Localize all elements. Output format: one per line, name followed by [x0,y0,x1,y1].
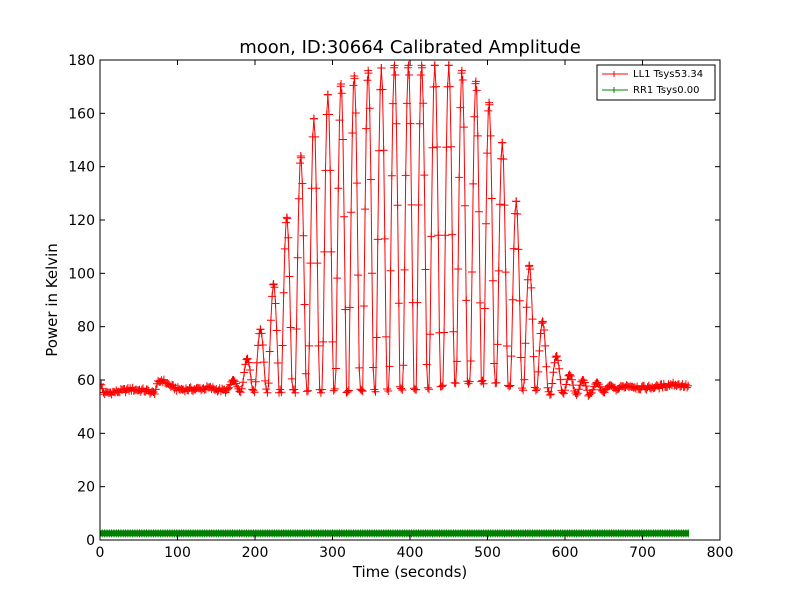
ll1-peak-point [498,138,507,147]
y-tick-label: 0 [86,533,95,549]
ll1-peak-point [538,317,547,326]
ll1-peak-point [552,352,561,360]
legend-marker-rr1 [611,87,617,93]
rr1-line [100,530,689,537]
x-tick-label: 800 [707,545,734,561]
ll1-peak-point [444,61,453,70]
y-tick-label: 140 [68,160,95,176]
ll1-peak-point [417,61,426,70]
ll1-peak-point [390,61,399,70]
legend-box [596,64,716,101]
ll1-peak-point [243,354,252,363]
y-tick-label: 20 [77,480,95,496]
ll1-peak-point [256,325,265,334]
y-tick-label: 40 [77,426,95,442]
rr1-markers [100,529,689,538]
ll1-peak-point [471,77,480,86]
ll1-peak-point [592,378,601,387]
legend-marker-ll1 [611,71,617,77]
x-tick-label: 100 [164,545,191,561]
plot-frame [99,59,721,541]
ll1-peak-point [457,66,466,75]
chart-title: moon, ID:30664 Calibrated Amplitude [239,37,581,58]
ll1-peak-point [430,61,439,70]
x-tick-label: 400 [397,545,424,561]
y-axis-label: Power in Kelvin [43,243,61,357]
axis-ticks [99,59,721,541]
ll1-peak-point [350,72,359,80]
x-tick-label: 300 [319,545,346,561]
legend-label-ll1: LL1 Tsys53.34 [633,69,703,80]
ll1-markers [100,61,693,400]
ll1-peak-point [282,213,291,222]
x-tick-labels: 0 100 200 300 400 500 600 700 800 [96,545,734,561]
ll1-peak-point [605,381,614,390]
ll1-peak-point [296,152,305,160]
ll1-peak-point [525,261,534,270]
ll1-peak-point [269,280,278,288]
ll1-peak-point [229,376,238,384]
ll1-peak-point [485,98,494,107]
ll1-peak-point [309,114,318,123]
y-tick-label: 120 [68,213,95,229]
x-tick-label: 700 [629,545,656,561]
y-tick-label: 160 [68,106,95,122]
ll1-line [100,65,689,398]
y-tick-label: 100 [68,266,95,282]
ll1-peak-point [578,376,587,384]
y-tick-labels: 0 20 40 60 80 100 120 140 160 180 [68,53,95,549]
ll1-peak-point [404,61,413,70]
ll1-peak-point [323,90,332,99]
y-tick-label: 180 [68,53,95,69]
x-tick-label: 600 [552,545,579,561]
legend: LL1 Tsys53.34 RR1 Tsys0.00 [596,64,716,101]
ll1-peak-point [512,197,521,206]
ll1-peak-point [377,64,386,72]
legend-entry-rr1: RR1 Tsys0.00 [602,85,700,96]
x-tick-label: 0 [96,545,105,561]
x-tick-label: 500 [474,545,501,561]
x-axis-label: Time (seconds) [352,563,468,581]
series-ll1 [100,61,693,400]
ll1-peak-point [364,66,373,75]
ll1-peak-point [337,80,346,88]
ll1-peak-point [565,370,574,379]
legend-label-rr1: RR1 Tsys0.00 [633,85,700,96]
y-tick-label: 80 [77,320,95,336]
legend-entry-ll1: LL1 Tsys53.34 [602,69,703,80]
series-rr1 [100,529,689,538]
y-tick-label: 60 [77,373,95,389]
x-tick-label: 200 [242,545,269,561]
